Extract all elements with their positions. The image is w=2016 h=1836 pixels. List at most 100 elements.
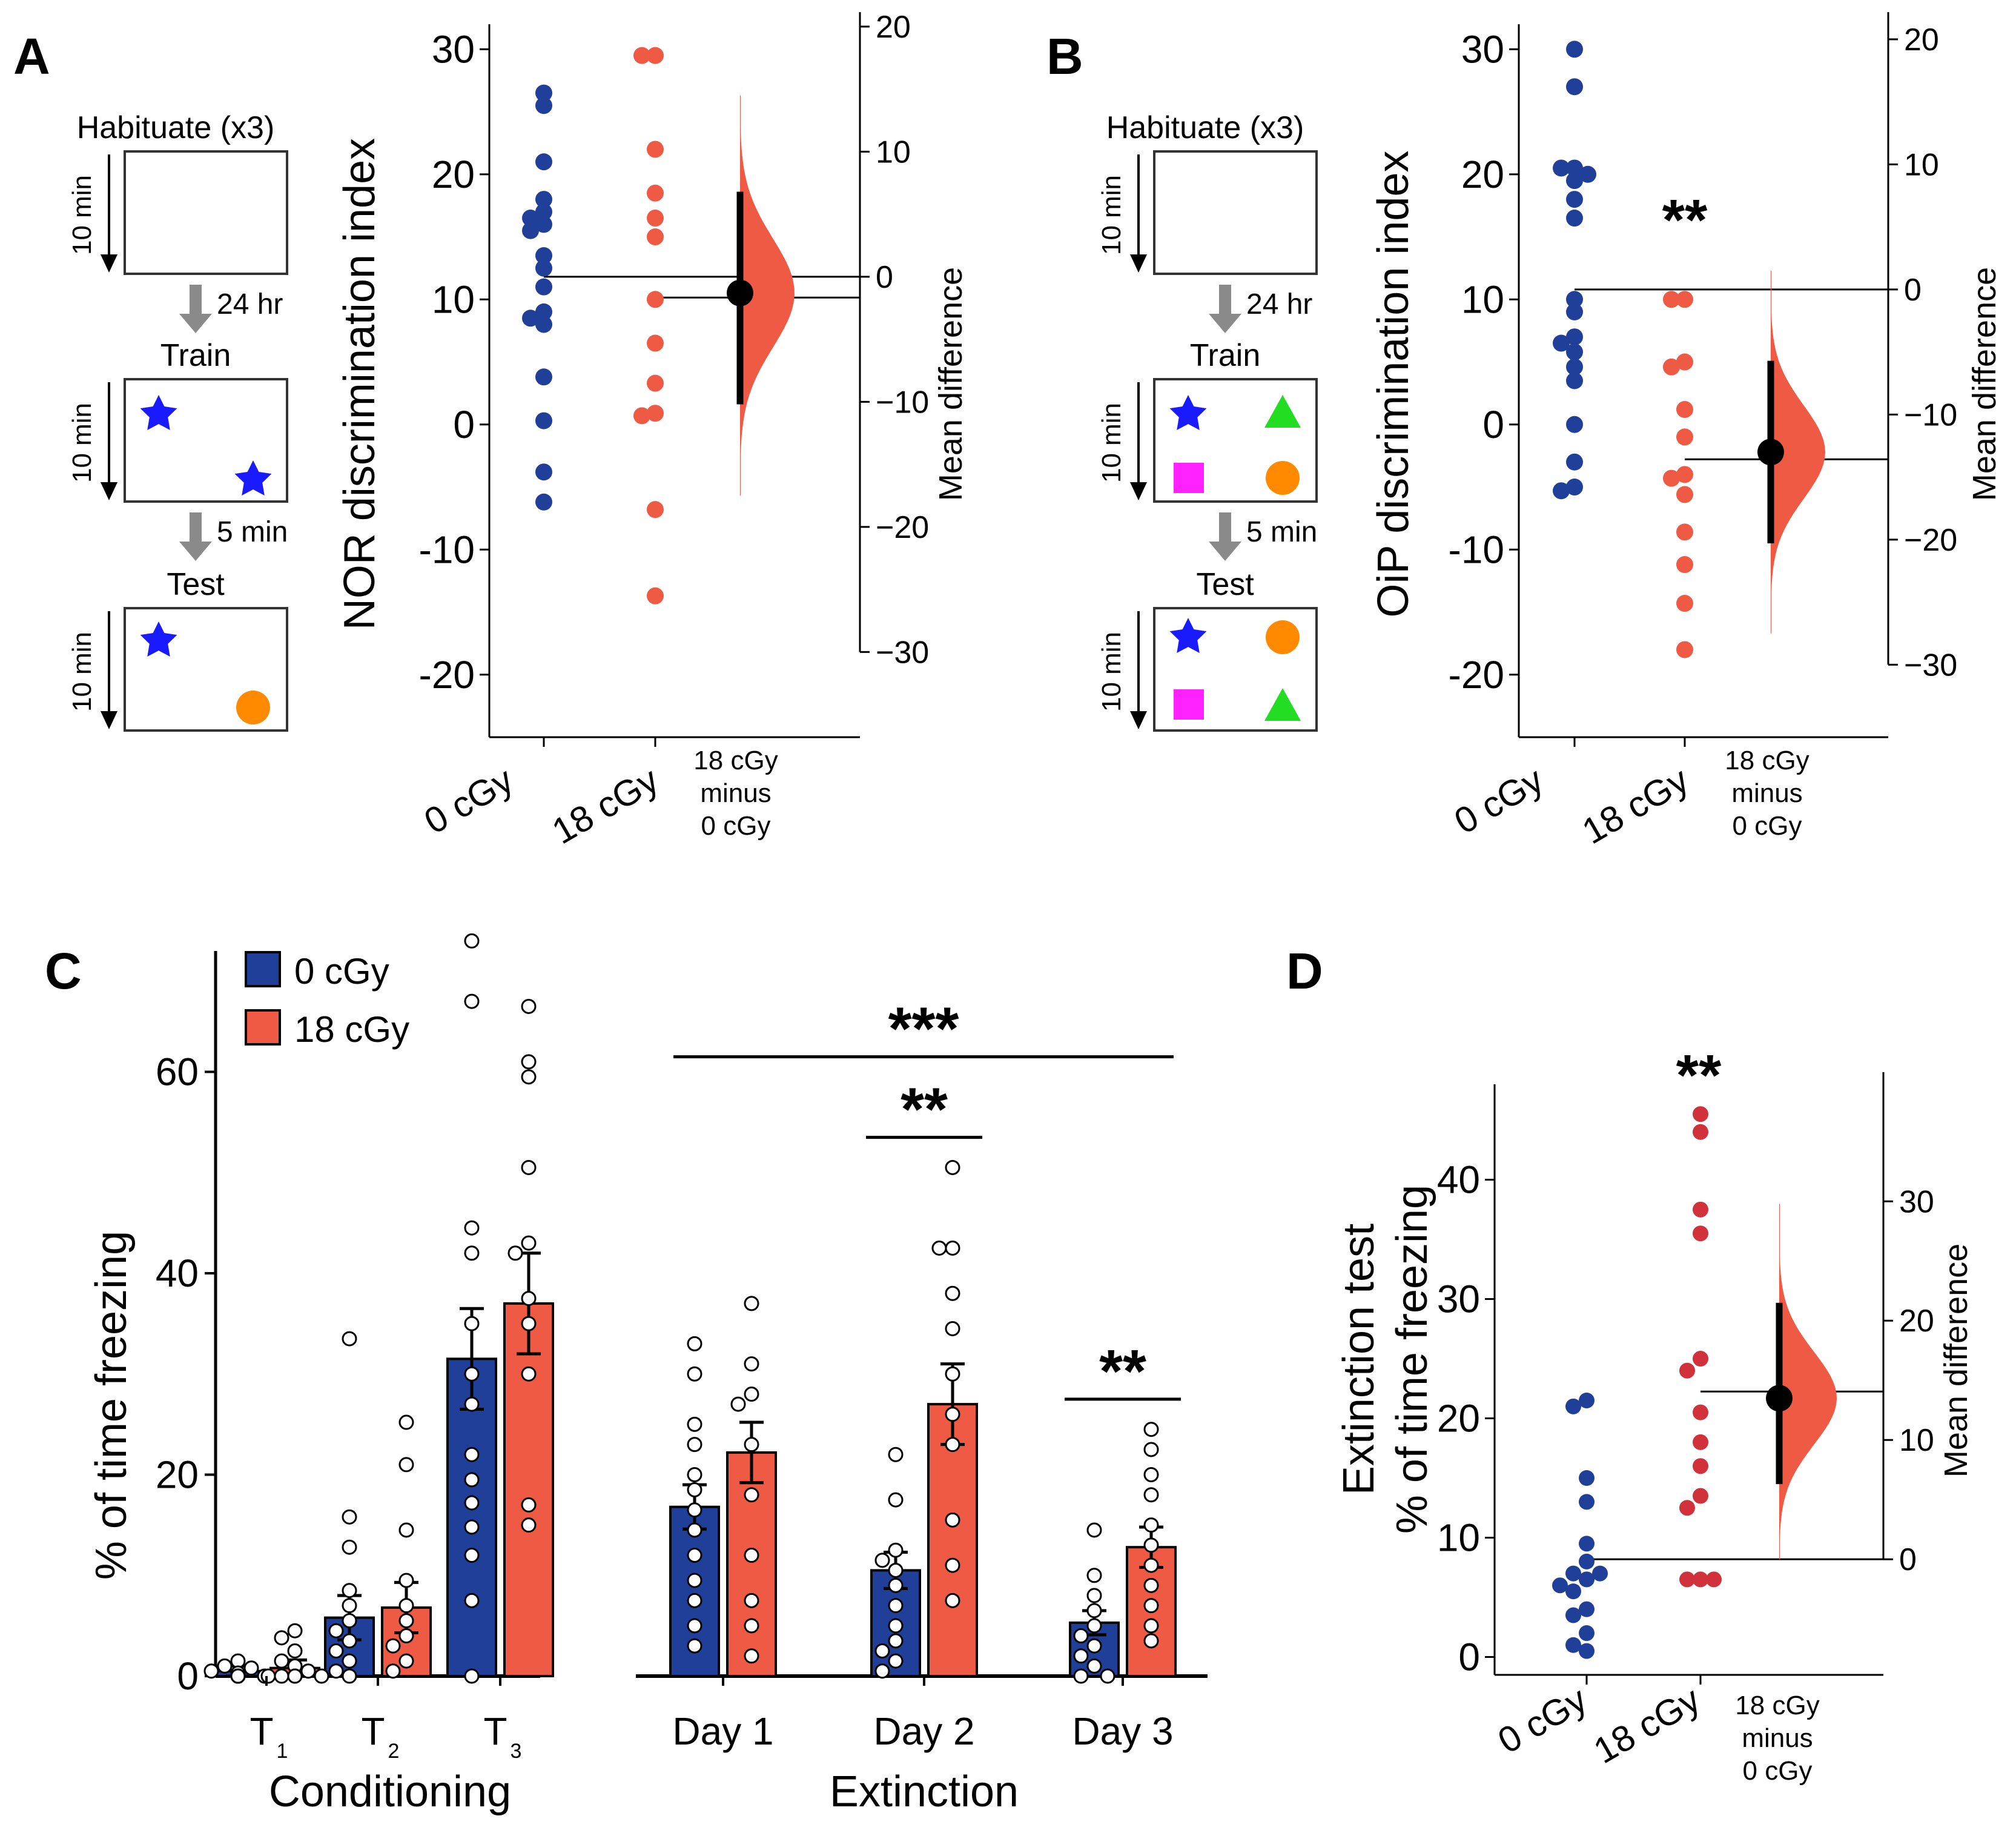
data-point bbox=[217, 1658, 233, 1674]
delta-label: 0 cGy bbox=[1733, 811, 1802, 841]
control-point bbox=[1566, 172, 1583, 190]
data-point bbox=[744, 1592, 759, 1608]
control-point bbox=[1566, 41, 1583, 58]
data-point bbox=[328, 1623, 344, 1639]
data-point bbox=[888, 1633, 904, 1649]
data-point bbox=[1073, 1668, 1089, 1684]
test-point bbox=[1693, 1201, 1708, 1218]
down-arrow-icon bbox=[101, 482, 117, 500]
data-point bbox=[945, 1240, 960, 1256]
triangle-icon bbox=[1264, 688, 1301, 721]
data-point bbox=[744, 1437, 759, 1453]
down-arrow-icon bbox=[1130, 254, 1147, 273]
y2-tick-label: −30 bbox=[1904, 648, 1957, 683]
test-point bbox=[1693, 1488, 1708, 1504]
y-tick-label: 60 bbox=[156, 1050, 199, 1094]
y-tick-label: 20 bbox=[1437, 1397, 1480, 1440]
data-point bbox=[945, 1285, 960, 1301]
data-point bbox=[945, 1321, 960, 1336]
data-point bbox=[342, 1633, 357, 1649]
control-point bbox=[535, 259, 552, 277]
down-arrow-icon bbox=[1130, 711, 1147, 729]
control-point bbox=[1566, 479, 1583, 496]
circle-icon bbox=[1266, 620, 1300, 654]
y-tick-label: 0 bbox=[453, 403, 475, 446]
control-point bbox=[535, 191, 552, 208]
y-tick-label: 0 bbox=[177, 1654, 199, 1698]
arena-habituate bbox=[124, 150, 288, 275]
control-point bbox=[522, 310, 539, 327]
data-point bbox=[687, 1522, 702, 1538]
data-point bbox=[744, 1618, 759, 1634]
category-subscript: 3 bbox=[511, 1740, 522, 1763]
y2-tick-label: −10 bbox=[876, 385, 929, 420]
data-point bbox=[464, 1548, 480, 1563]
delta-label: minus bbox=[700, 778, 771, 808]
control-point bbox=[1566, 210, 1583, 227]
data-point bbox=[744, 1296, 759, 1311]
y2-tick-label: 10 bbox=[1899, 1423, 1934, 1458]
category-label: 18 cGy bbox=[1575, 759, 1695, 852]
category-label: 0 cGy bbox=[1447, 759, 1550, 841]
control-point bbox=[535, 303, 552, 320]
data-point bbox=[385, 1663, 401, 1679]
y2-tick-label: −30 bbox=[876, 635, 929, 670]
data-point bbox=[287, 1668, 303, 1684]
data-point bbox=[464, 1519, 480, 1535]
chart-b: OiP discrimination index Mean difference… bbox=[1369, 12, 2003, 852]
data-point bbox=[1086, 1603, 1102, 1619]
test-point bbox=[647, 501, 664, 519]
data-point bbox=[464, 1366, 480, 1382]
data-point bbox=[687, 1416, 702, 1432]
delta-label: minus bbox=[1742, 1723, 1813, 1753]
data-point bbox=[744, 1548, 759, 1563]
duration-label: 10 min bbox=[1097, 403, 1126, 483]
data-point bbox=[287, 1643, 303, 1659]
category-label-text: 0 cGy bbox=[1491, 1679, 1593, 1761]
plot-layer: 0 10 20 30 40 0 10 20 30 bbox=[1437, 1072, 1934, 1685]
data-point bbox=[687, 1366, 702, 1382]
category-label: 0 cGy bbox=[417, 759, 520, 841]
control-point bbox=[1566, 453, 1583, 471]
square-icon bbox=[1174, 463, 1204, 493]
control-point bbox=[1566, 416, 1583, 433]
y-tick-label: 20 bbox=[1461, 153, 1504, 196]
habituate-label: Habituate (x3) bbox=[1106, 110, 1304, 145]
control-point bbox=[535, 203, 552, 220]
legend-label: 18 cGy bbox=[294, 1009, 409, 1050]
data-point bbox=[931, 1240, 947, 1256]
control-point bbox=[1553, 334, 1570, 352]
data-point bbox=[1086, 1658, 1102, 1674]
down-arrow-icon bbox=[1130, 482, 1147, 500]
y-tick-label: 30 bbox=[1461, 27, 1504, 71]
group-label: Conditioning bbox=[269, 1768, 511, 1816]
y2-tick-label: 20 bbox=[1904, 22, 1939, 58]
test-point bbox=[1693, 1124, 1708, 1140]
y-tick-label: 30 bbox=[432, 27, 475, 71]
category-subscript: 2 bbox=[388, 1740, 400, 1763]
data-point bbox=[342, 1509, 357, 1525]
control-point bbox=[1565, 1637, 1581, 1653]
data-point bbox=[521, 1054, 537, 1070]
category-label: T bbox=[483, 1709, 507, 1753]
y2-tick-label: 0 bbox=[876, 260, 893, 295]
data-point bbox=[342, 1331, 357, 1347]
data-point bbox=[1073, 1648, 1089, 1664]
star-icon bbox=[1169, 618, 1207, 653]
data-point bbox=[888, 1492, 904, 1508]
data-point bbox=[464, 1592, 480, 1608]
test-point bbox=[1693, 1434, 1708, 1450]
y-tick-label: 30 bbox=[1437, 1278, 1480, 1321]
significance-stars: ** bbox=[1099, 1337, 1146, 1405]
y-tick-label: -20 bbox=[419, 653, 475, 697]
data-point bbox=[1086, 1638, 1102, 1654]
y2-tick-label: 20 bbox=[1899, 1304, 1934, 1339]
down-arrow-icon bbox=[179, 512, 212, 561]
circle-icon bbox=[1266, 461, 1300, 495]
control-point bbox=[535, 216, 552, 233]
bootstrap-distribution bbox=[1771, 270, 1825, 634]
data-point bbox=[342, 1653, 357, 1669]
test-point bbox=[633, 47, 650, 64]
test-point bbox=[1679, 1571, 1695, 1588]
